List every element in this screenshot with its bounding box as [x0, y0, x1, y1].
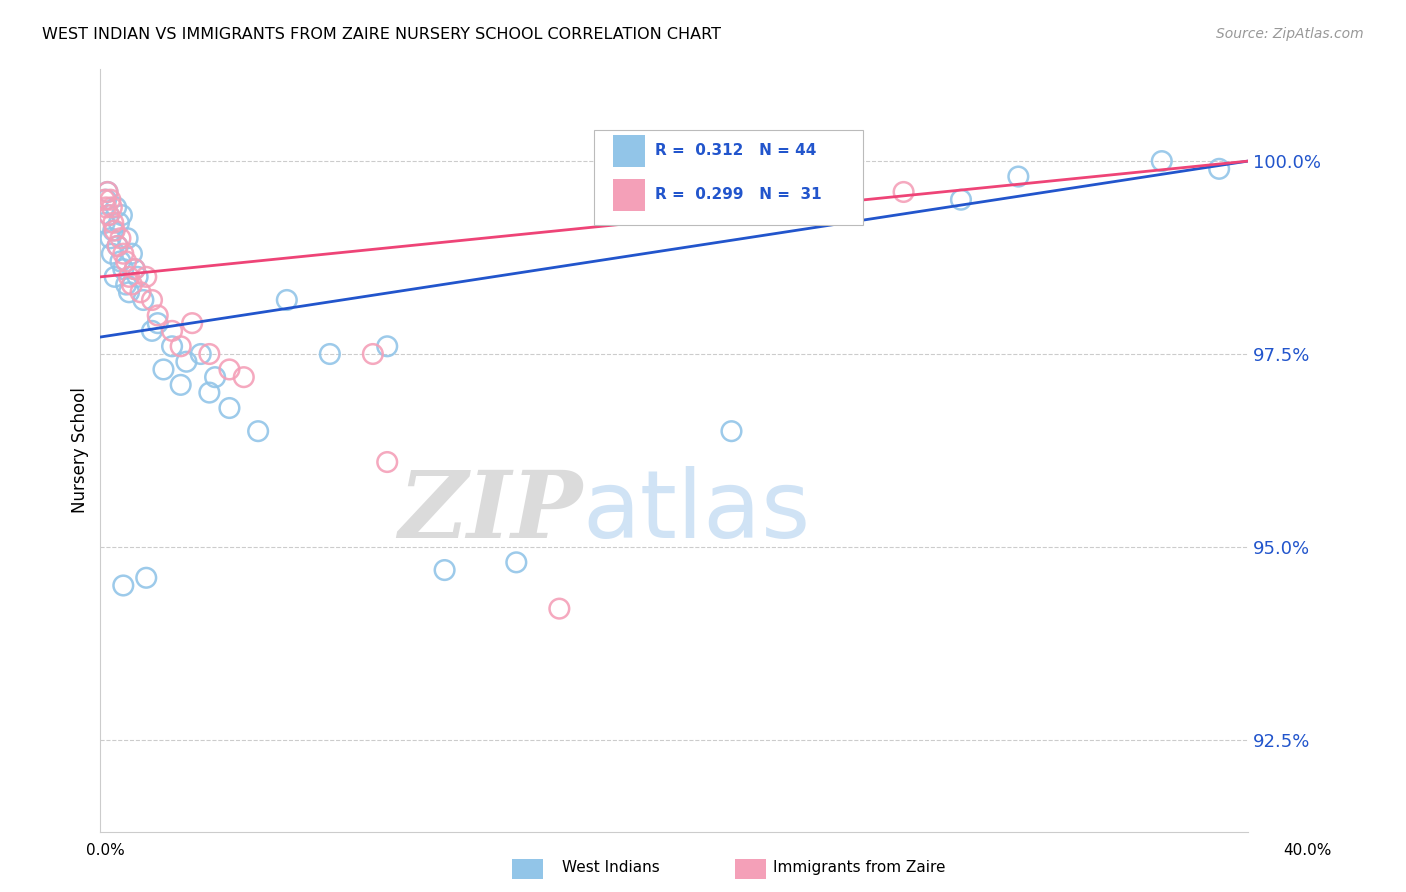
Point: [124, 262, 146, 277]
Point: [176, 355, 198, 369]
FancyBboxPatch shape: [593, 129, 863, 225]
Point: [141, 293, 163, 307]
Point: [100, 231, 122, 245]
Point: [505, 555, 527, 569]
Point: [127, 269, 149, 284]
Point: [232, 370, 254, 384]
Point: [146, 309, 169, 323]
Point: [118, 269, 141, 284]
Point: [93, 193, 115, 207]
Point: [104, 223, 127, 237]
Point: [181, 316, 204, 330]
Point: [103, 223, 125, 237]
Point: [112, 262, 135, 277]
Point: [115, 254, 138, 268]
Point: [105, 201, 128, 215]
Point: [124, 262, 146, 277]
Text: Source: ZipAtlas.com: Source: ZipAtlas.com: [1216, 27, 1364, 41]
Point: [375, 339, 398, 353]
Point: [170, 339, 193, 353]
Text: West Indians: West Indians: [562, 860, 661, 874]
Point: [949, 193, 972, 207]
Point: [1007, 169, 1029, 184]
Point: [110, 254, 132, 268]
Point: [115, 277, 138, 292]
Point: [111, 208, 134, 222]
Point: [101, 246, 124, 260]
Text: Immigrants from Zaire: Immigrants from Zaire: [773, 860, 946, 874]
Point: [94, 193, 117, 207]
Point: [146, 316, 169, 330]
Point: [204, 370, 226, 384]
Point: [375, 455, 398, 469]
Point: [548, 601, 571, 615]
Point: [121, 246, 143, 260]
Point: [96, 185, 118, 199]
Point: [170, 377, 193, 392]
Point: [135, 269, 157, 284]
Point: [118, 285, 141, 300]
Point: [198, 385, 221, 400]
Point: [141, 324, 163, 338]
Point: [104, 269, 127, 284]
Point: [720, 424, 742, 438]
Point: [117, 231, 139, 245]
Point: [247, 424, 270, 438]
Text: R =  0.312   N = 44: R = 0.312 N = 44: [655, 144, 815, 158]
Point: [110, 231, 132, 245]
Point: [1150, 154, 1173, 169]
Point: [107, 239, 129, 253]
Point: [112, 246, 135, 260]
Text: R =  0.299   N =  31: R = 0.299 N = 31: [655, 187, 821, 202]
Text: atlas: atlas: [582, 466, 810, 558]
Point: [361, 347, 384, 361]
Point: [100, 193, 122, 207]
Point: [103, 216, 125, 230]
Point: [93, 216, 115, 230]
Point: [190, 347, 212, 361]
Point: [893, 185, 915, 199]
Point: [135, 571, 157, 585]
Point: [96, 185, 118, 199]
Point: [94, 201, 117, 215]
Point: [1208, 161, 1230, 176]
Point: [107, 239, 129, 253]
Point: [276, 293, 298, 307]
Point: [160, 324, 183, 338]
Point: [160, 339, 183, 353]
FancyBboxPatch shape: [613, 135, 645, 167]
Text: 0.0%: 0.0%: [86, 843, 125, 858]
Point: [218, 362, 240, 376]
Point: [132, 293, 155, 307]
Point: [218, 401, 240, 415]
Y-axis label: Nursery School: Nursery School: [72, 387, 89, 514]
Point: [720, 169, 742, 184]
Point: [97, 208, 120, 222]
Point: [112, 578, 135, 592]
Point: [97, 208, 120, 222]
Point: [433, 563, 456, 577]
Point: [319, 347, 342, 361]
Point: [101, 201, 124, 215]
Point: [129, 285, 152, 300]
Text: ZIP: ZIP: [398, 467, 582, 557]
Text: WEST INDIAN VS IMMIGRANTS FROM ZAIRE NURSERY SCHOOL CORRELATION CHART: WEST INDIAN VS IMMIGRANTS FROM ZAIRE NUR…: [42, 27, 721, 42]
Point: [198, 347, 221, 361]
Point: [606, 193, 628, 207]
Point: [152, 362, 174, 376]
Point: [121, 277, 143, 292]
Text: 40.0%: 40.0%: [1284, 843, 1331, 858]
Point: [108, 216, 131, 230]
FancyBboxPatch shape: [613, 178, 645, 211]
